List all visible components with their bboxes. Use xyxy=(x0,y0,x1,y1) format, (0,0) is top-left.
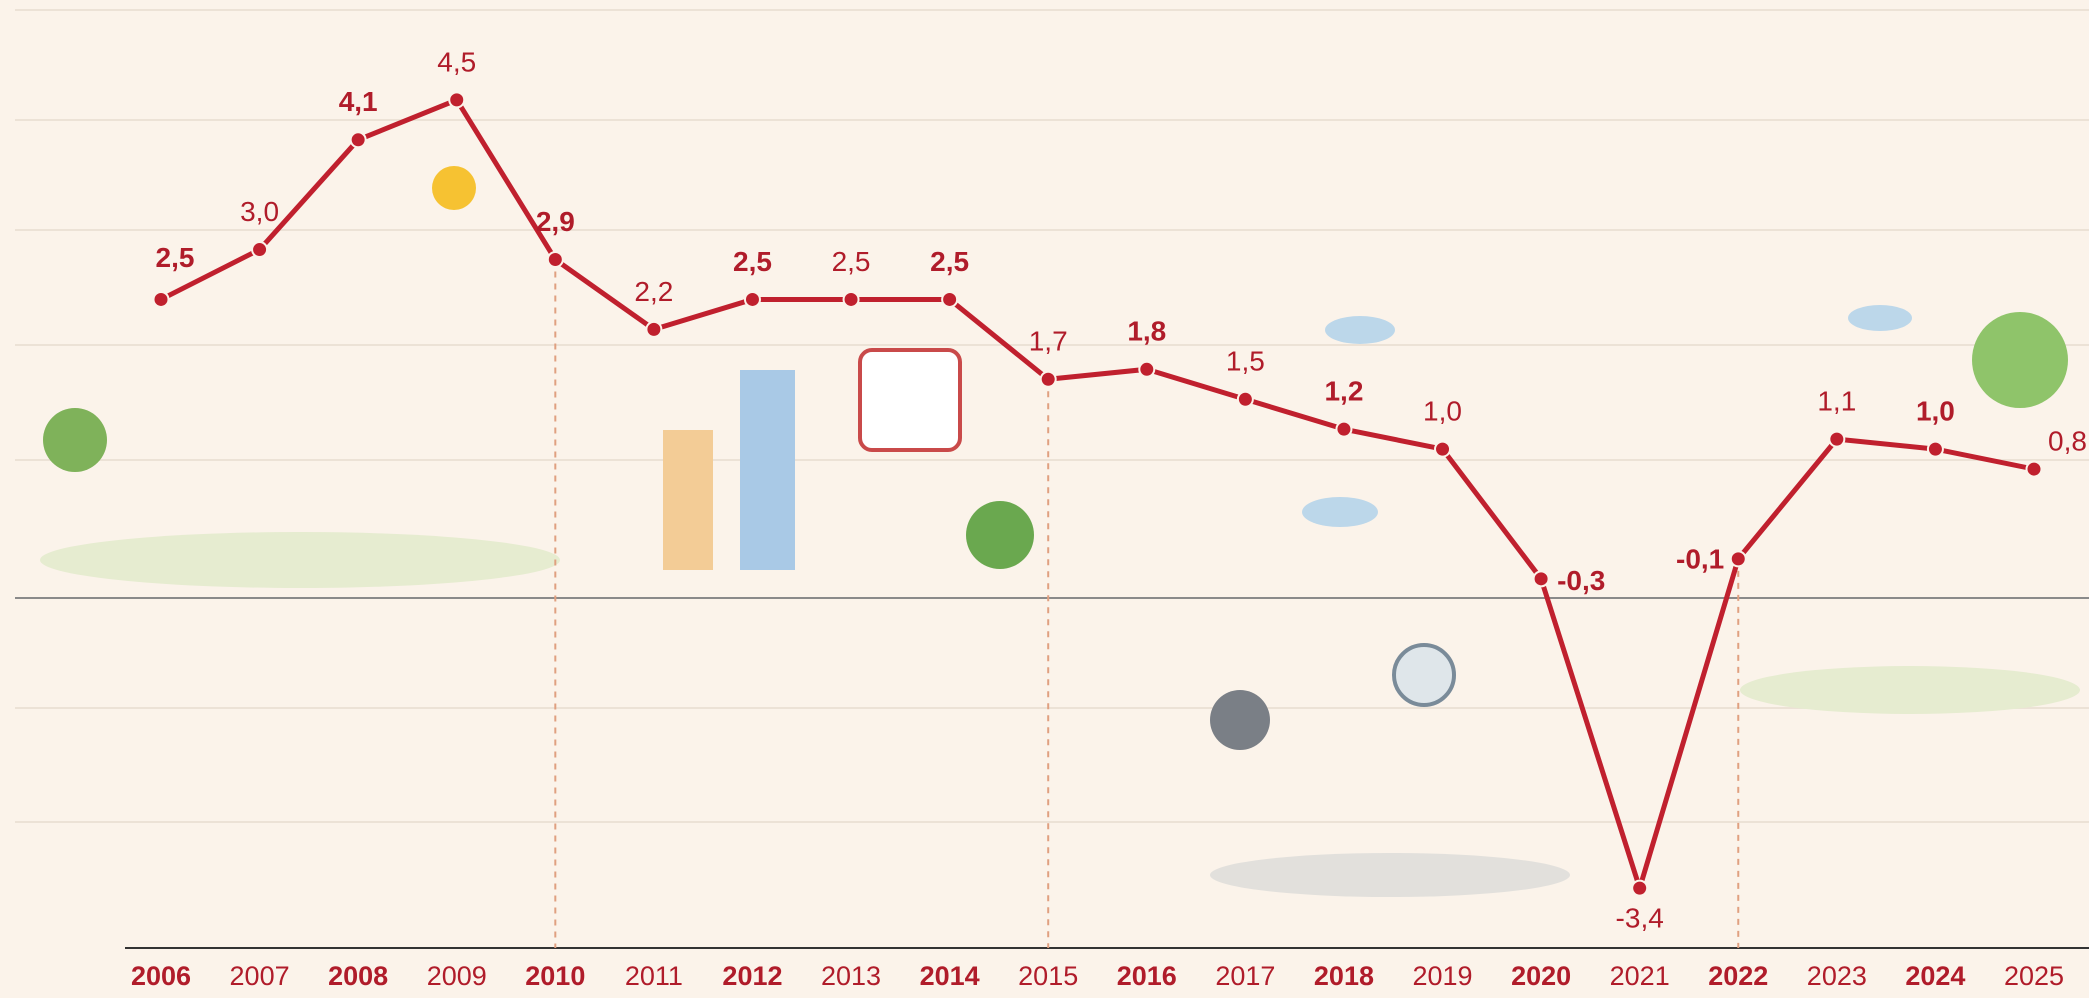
x-tick-label: 2022 xyxy=(1708,961,1768,991)
data-point xyxy=(1829,432,1844,447)
value-label: 0,8 xyxy=(2048,425,2087,456)
x-tick-label: 2018 xyxy=(1314,961,1374,991)
value-label: 2,5 xyxy=(930,246,969,277)
value-label: 2,5 xyxy=(733,246,772,277)
value-label: 1,8 xyxy=(1127,316,1166,347)
value-label: 1,2 xyxy=(1324,376,1363,407)
cloud xyxy=(1302,497,1378,527)
value-label: 3,0 xyxy=(240,196,279,227)
page: {"chart_data": {"type": "line", "categor… xyxy=(0,0,2089,998)
tree xyxy=(43,408,107,472)
value-label: 1,0 xyxy=(1423,396,1462,427)
cloud xyxy=(1325,316,1395,344)
value-label: 2,5 xyxy=(156,242,195,273)
series-line xyxy=(161,100,2034,888)
data-point xyxy=(646,322,661,337)
data-point xyxy=(1435,442,1450,457)
x-tick-label: 2017 xyxy=(1215,961,1275,991)
data-point xyxy=(1731,551,1746,566)
ground xyxy=(1210,853,1570,897)
medical-icon xyxy=(1394,645,1454,705)
data-point xyxy=(1632,881,1647,896)
value-label: 1,1 xyxy=(1817,386,1856,417)
building xyxy=(663,430,713,570)
data-point xyxy=(745,292,760,307)
x-tick-label: 2009 xyxy=(427,961,487,991)
x-tick-label: 2013 xyxy=(821,961,881,991)
value-label: 2,2 xyxy=(634,276,673,307)
x-tick-label: 2016 xyxy=(1117,961,1177,991)
data-point xyxy=(154,292,169,307)
data-point xyxy=(942,292,957,307)
value-label: 1,5 xyxy=(1226,346,1265,377)
cloud xyxy=(1848,305,1912,331)
x-tick-label: 2019 xyxy=(1412,961,1472,991)
building xyxy=(740,370,795,570)
data-point xyxy=(1041,372,1056,387)
data-point xyxy=(2027,462,2042,477)
value-label: -3,4 xyxy=(1616,903,1664,934)
sun xyxy=(432,166,476,210)
value-label: 2,9 xyxy=(536,206,575,237)
x-tick-label: 2011 xyxy=(625,961,683,991)
chart: 2006 2007 2008 2009 2010 2011 2012 2013 2014 2015… xyxy=(0,0,2089,998)
value-label: 2,5 xyxy=(832,246,871,277)
data-point xyxy=(1928,442,1943,457)
x-tick-label: 2012 xyxy=(722,961,782,991)
calendar-icon xyxy=(860,350,960,450)
data-point xyxy=(548,252,563,267)
data-point xyxy=(1238,392,1253,407)
x-tick-label: 2006 xyxy=(131,961,191,991)
data-point xyxy=(252,242,267,257)
x-tick-label: 2025 xyxy=(2004,961,2064,991)
x-tick-label: 2021 xyxy=(1610,961,1670,991)
value-label: 4,1 xyxy=(339,86,378,117)
data-point xyxy=(1336,422,1351,437)
value-label: -0,3 xyxy=(1557,565,1605,596)
data-point xyxy=(1534,571,1549,586)
x-tick-label: 2007 xyxy=(230,961,290,991)
ground xyxy=(1740,666,2080,714)
illustrations xyxy=(40,166,2080,897)
value-label: 4,5 xyxy=(437,46,476,77)
data-point xyxy=(844,292,859,307)
data-point xyxy=(351,132,366,147)
x-tick-label: 2014 xyxy=(920,961,980,991)
virus-icon xyxy=(1210,690,1270,750)
data-point xyxy=(449,92,464,107)
x-tick-label: 2015 xyxy=(1018,961,1078,991)
x-tick-label: 2008 xyxy=(328,961,388,991)
value-label: 1,7 xyxy=(1029,326,1068,357)
ground xyxy=(40,532,560,588)
x-tick-label: 2024 xyxy=(1905,961,1965,991)
tree xyxy=(1972,312,2068,408)
x-tick-label: 2010 xyxy=(525,961,585,991)
tree xyxy=(966,501,1034,569)
x-tick-label: 2023 xyxy=(1807,961,1867,991)
value-label: -0,1 xyxy=(1676,543,1724,574)
data-point xyxy=(1139,362,1154,377)
x-tick-label: 2020 xyxy=(1511,961,1571,991)
value-label: 1,0 xyxy=(1916,396,1955,427)
